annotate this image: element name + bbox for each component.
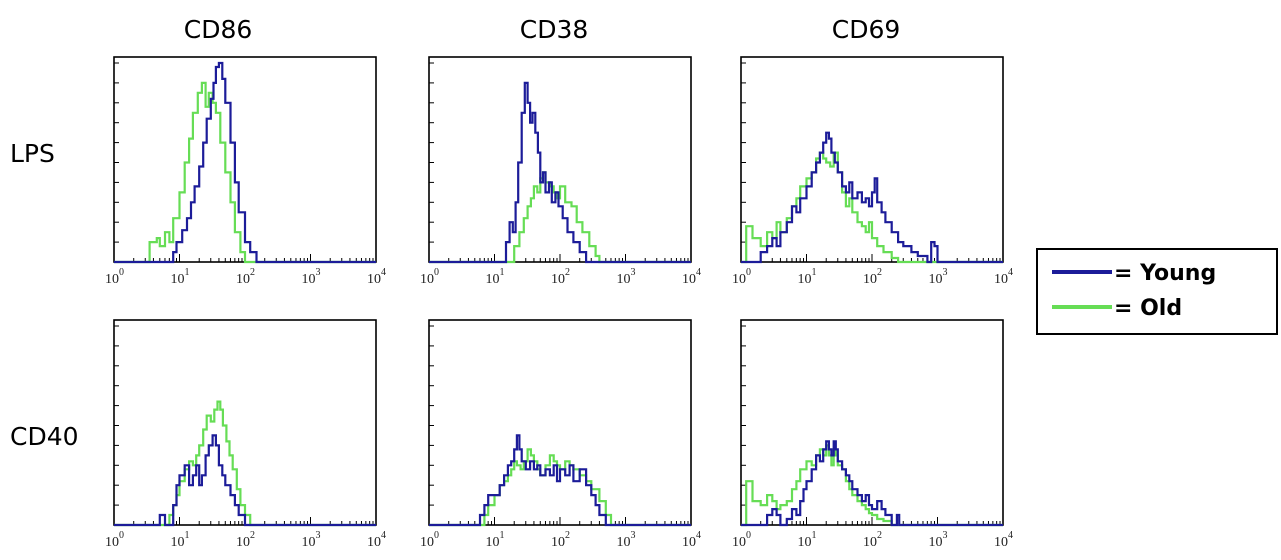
row-labels: LPS CD40: [10, 139, 79, 451]
x-tick-label-exponent: 3: [943, 530, 948, 541]
x-tick-label: 10: [171, 535, 185, 550]
x-tick-label-exponent: 2: [250, 530, 255, 541]
x-tick-label: 10: [302, 272, 316, 287]
x-tick-label: 10: [236, 272, 250, 287]
x-tick-label-exponent: 2: [877, 530, 882, 541]
x-tick-label-exponent: 2: [250, 267, 255, 278]
panel-cd40-cd86-series-young: [114, 434, 376, 527]
x-tick-label-exponent: 3: [316, 267, 321, 278]
x-tick-label: 10: [105, 272, 119, 287]
x-tick-label: 10: [929, 535, 943, 550]
x-tick-label-exponent: 2: [565, 530, 570, 541]
x-tick-label-exponent: 1: [812, 267, 817, 278]
panel-lps-cd69: 10 0 10 1 10 2 10 3 10 4: [732, 56, 1013, 287]
panel-cd40-cd69-frame: [740, 319, 1004, 526]
x-tick-label-exponent: 1: [500, 530, 505, 541]
x-tick-label-exponent: 2: [877, 267, 882, 278]
panel-lps-cd69-series-old: [741, 151, 1003, 264]
x-tick-label-exponent: 3: [631, 530, 636, 541]
panel-cd40-cd86: 10 0 10 1 10 2 10 3 10 4: [105, 319, 386, 550]
panel-lps-cd38: 10 0 10 1 10 2 10 3 10 4: [420, 56, 701, 287]
panel-cd40-cd38-series-young: [429, 434, 691, 527]
x-tick-label: 10: [236, 535, 250, 550]
x-tick-label-exponent: 4: [381, 530, 386, 541]
column-title-cd69: CD69: [832, 15, 901, 44]
x-tick-label: 10: [420, 272, 434, 287]
x-tick-label: 10: [863, 272, 877, 287]
x-tick-label-exponent: 1: [812, 530, 817, 541]
column-title-cd38: CD38: [520, 15, 589, 44]
x-tick-label: 10: [367, 535, 381, 550]
x-tick-label: 10: [551, 272, 565, 287]
x-tick-label-exponent: 0: [434, 267, 439, 278]
column-titles: CD86 CD38 CD69: [184, 15, 901, 44]
panel-cd40-cd86-frame: [113, 319, 377, 526]
x-tick-label-exponent: 3: [631, 267, 636, 278]
panel-cd40-cd86-series-old: [114, 400, 376, 527]
x-tick-label-exponent: 3: [943, 267, 948, 278]
panel-cd40-cd38-frame: [428, 319, 692, 526]
x-tick-label-exponent: 4: [1008, 530, 1013, 541]
x-tick-label: 10: [798, 272, 812, 287]
x-tick-label-exponent: 0: [746, 267, 751, 278]
x-tick-label-exponent: 0: [119, 530, 124, 541]
x-tick-label: 10: [420, 535, 434, 550]
x-tick-label-exponent: 4: [696, 530, 701, 541]
panel-cd40-cd38: 10 0 10 1 10 2 10 3 10 4: [420, 319, 701, 550]
x-tick-label: 10: [732, 535, 746, 550]
x-tick-label: 10: [994, 272, 1008, 287]
panel-lps-cd86-series-young: [114, 61, 376, 264]
x-tick-label: 10: [682, 535, 696, 550]
x-tick-label: 10: [682, 272, 696, 287]
panel-cd40-cd69: 10 0 10 1 10 2 10 3 10 4: [732, 319, 1013, 550]
panel-cd40-cd69-series-young: [741, 440, 1003, 527]
x-tick-label-exponent: 4: [381, 267, 386, 278]
legend-box: [1036, 248, 1278, 335]
x-tick-label-exponent: 2: [565, 267, 570, 278]
row-label-lps: LPS: [10, 139, 55, 168]
panel-cd40-cd69-series-old: [741, 444, 1003, 527]
panel-lps-cd86: 10 0 10 1 10 2 10 3 10 4: [105, 56, 386, 287]
x-tick-label: 10: [994, 535, 1008, 550]
x-tick-label-exponent: 1: [185, 267, 190, 278]
column-title-cd86: CD86: [184, 15, 253, 44]
x-tick-label-exponent: 1: [500, 267, 505, 278]
x-tick-label: 10: [798, 535, 812, 550]
x-tick-label-exponent: 1: [185, 530, 190, 541]
x-tick-label-exponent: 0: [119, 267, 124, 278]
x-tick-label: 10: [929, 272, 943, 287]
x-tick-label: 10: [617, 535, 631, 550]
panel-lps-cd38-frame: [428, 56, 692, 263]
panel-lps-cd69-series-young: [741, 131, 1003, 264]
x-tick-label: 10: [367, 272, 381, 287]
legend: = Young = Old: [1036, 248, 1278, 335]
row-label-cd40: CD40: [10, 422, 79, 451]
x-tick-label: 10: [105, 535, 119, 550]
legend-old-label: = Old: [1114, 296, 1182, 321]
legend-young-label: = Young: [1114, 261, 1216, 286]
panel-lps-cd38-series-young: [429, 81, 691, 264]
panel-lps-cd86-series-old: [114, 81, 376, 264]
x-tick-label: 10: [732, 272, 746, 287]
x-tick-label-exponent: 0: [434, 530, 439, 541]
x-tick-label: 10: [171, 272, 185, 287]
x-tick-label: 10: [617, 272, 631, 287]
x-tick-label: 10: [551, 535, 565, 550]
x-tick-label-exponent: 0: [746, 530, 751, 541]
x-tick-label: 10: [486, 535, 500, 550]
x-tick-label-exponent: 4: [1008, 267, 1013, 278]
x-tick-label-exponent: 4: [696, 267, 701, 278]
histogram-panels: 10 0 10 1 10 2 10 3 10 4 10 0 10 1 10 2 10 3 10 4 10 0 10 1 10 2 1…: [105, 56, 1013, 550]
x-tick-label: 10: [863, 535, 877, 550]
x-tick-label-exponent: 3: [316, 530, 321, 541]
x-tick-label: 10: [302, 535, 316, 550]
x-tick-label: 10: [486, 272, 500, 287]
